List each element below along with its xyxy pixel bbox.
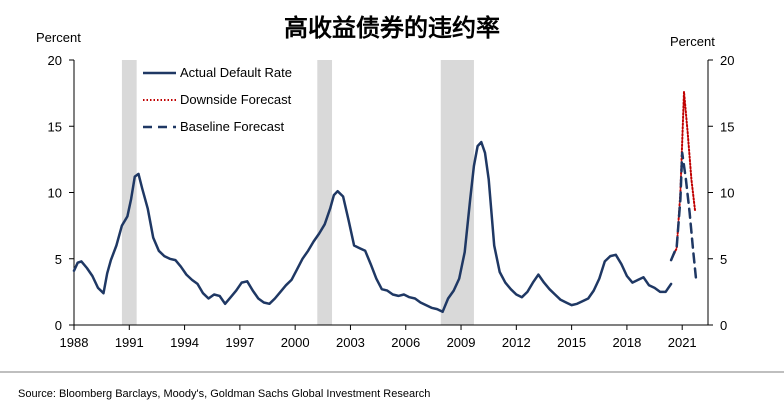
recession-band-1: [121, 60, 137, 325]
x-tick-label-1997: 1997: [225, 335, 254, 350]
y-tick-label-left-10: 10: [48, 186, 62, 201]
x-tick-label-2012: 2012: [502, 335, 531, 350]
x-tick-label-2021: 2021: [668, 335, 697, 350]
left-axis-unit-label: Percent: [36, 30, 81, 45]
y-tick-label-right-0: 0: [720, 318, 727, 333]
y-tick-label-right-10: 10: [720, 186, 734, 201]
x-tick-label-2018: 2018: [612, 335, 641, 350]
right-axis-unit-label: Percent: [670, 34, 715, 49]
legend-label-downside: Downside Forecast: [180, 92, 292, 107]
x-tick-label-2006: 2006: [391, 335, 420, 350]
x-tick-label-1988: 1988: [60, 335, 89, 350]
legend-label-actual: Actual Default Rate: [180, 65, 292, 80]
series-baseline-forecast: [669, 151, 698, 280]
x-tick-label-2000: 2000: [281, 335, 310, 350]
y-tick-label-left-20: 20: [48, 53, 62, 68]
source-note: Source: Bloomberg Barclays, Moody's, Gol…: [18, 388, 430, 400]
x-tick-label-1994: 1994: [170, 335, 199, 350]
x-tick-label-2009: 2009: [447, 335, 476, 350]
y-tick-label-right-15: 15: [720, 119, 734, 134]
legend: Actual Default Rate Downside Forecast Ba…: [143, 65, 292, 134]
x-tick-label-1991: 1991: [115, 335, 144, 350]
axes: 0 0 5 5 10 10 15 15 20 20 1988 1991 1994 1997 2000 2003…: [48, 53, 735, 350]
y-tick-label-right-20: 20: [720, 53, 734, 68]
recession-band-2: [317, 60, 333, 325]
y-tick-label-left-0: 0: [55, 318, 62, 333]
chart-title: 高收益债券的违约率: [284, 13, 500, 42]
x-tick-label-2015: 2015: [557, 335, 586, 350]
series-downside-forecast: [670, 90, 697, 262]
y-tick-label-left-15: 15: [48, 119, 62, 134]
series-actual-default-rate: [72, 140, 673, 314]
legend-label-baseline: Baseline Forecast: [180, 119, 284, 134]
y-tick-label-right-5: 5: [720, 252, 727, 267]
x-tick-label-2003: 2003: [336, 335, 365, 350]
series-lines: [72, 90, 698, 314]
y-tick-label-left-5: 5: [55, 252, 62, 267]
